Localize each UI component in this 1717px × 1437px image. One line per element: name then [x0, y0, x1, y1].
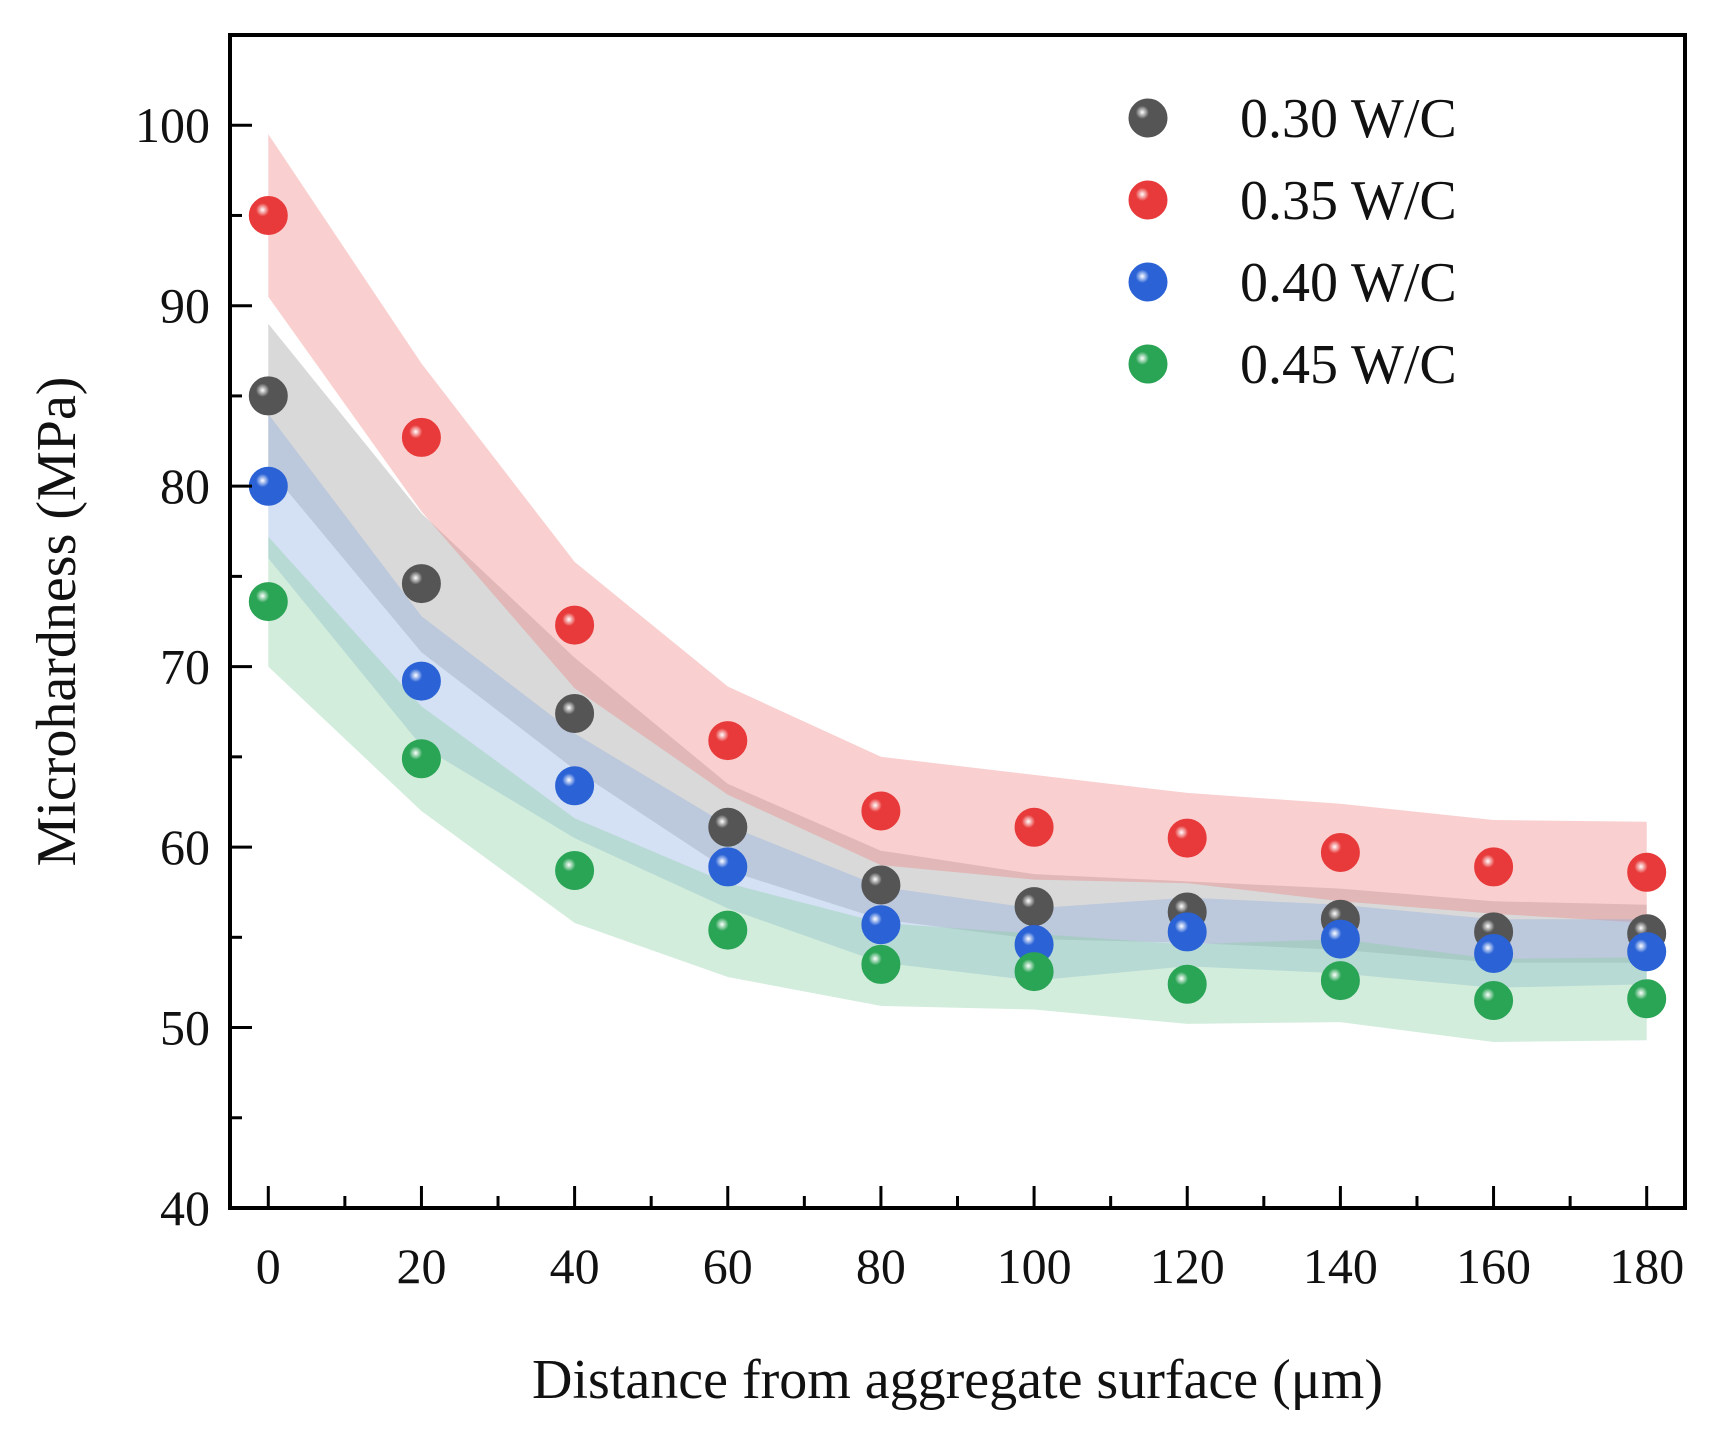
point-040-x40 [555, 766, 595, 806]
band-035 [268, 134, 1647, 923]
axis-ticks: 0 20 40 60 80 100 120 140 160 180 40 50 60 70 80 90 100 [135, 33, 1684, 1294]
y-tick-label: 50 [160, 1000, 210, 1056]
point-040-x80 [861, 905, 901, 945]
point-030-x20 [401, 564, 441, 604]
x-tick-label: 140 [1303, 1238, 1378, 1294]
legend-marker [1128, 262, 1168, 302]
x-tick-label: 80 [856, 1238, 906, 1294]
point-035-x40 [555, 605, 595, 645]
point-035-x180 [1627, 852, 1667, 892]
point-030-x0 [248, 376, 288, 416]
point-035-x20 [401, 417, 441, 457]
point-045-x60 [708, 910, 748, 950]
point-035-x140 [1320, 833, 1360, 872]
y-tick-label: 70 [160, 639, 210, 695]
x-tick-label: 20 [396, 1238, 446, 1294]
band-040 [268, 414, 1647, 988]
x-tick-label: 0 [256, 1238, 281, 1294]
y-tick-label: 80 [160, 458, 210, 514]
point-040-x160 [1474, 934, 1514, 973]
point-045-x140 [1320, 961, 1360, 1001]
legend-label: 0.35 W/C [1240, 170, 1457, 232]
y-tick-label: 60 [160, 819, 210, 875]
point-035-x0 [248, 196, 288, 235]
y-tick-label: 100 [135, 97, 210, 153]
y-tick-label: 90 [160, 278, 210, 334]
point-040-x180 [1627, 932, 1667, 972]
point-045-x0 [248, 582, 288, 622]
point-045-x40 [555, 851, 595, 890]
point-035-x120 [1167, 818, 1207, 858]
data-points [248, 196, 1667, 1020]
point-035-x80 [861, 791, 901, 831]
point-035-x100 [1014, 807, 1054, 847]
y-tick-label: 40 [160, 1180, 210, 1236]
point-040-x0 [248, 466, 288, 506]
legend-marker [1128, 180, 1168, 220]
band-045 [268, 536, 1647, 1042]
point-035-x160 [1474, 847, 1514, 887]
point-030-x40 [555, 694, 595, 733]
point-045-x20 [401, 739, 441, 779]
x-tick-label: 100 [997, 1238, 1072, 1294]
legend: 0.30 W/C 0.35 W/C 0.40 W/C 0.45 W/C [1128, 88, 1457, 396]
legend-label: 0.30 W/C [1240, 88, 1457, 150]
confidence-bands [268, 134, 1647, 1042]
point-045-x160 [1474, 981, 1514, 1020]
legend-label: 0.45 W/C [1240, 334, 1457, 396]
point-040-x20 [401, 661, 441, 701]
legend-marker [1128, 98, 1168, 138]
point-030-x100 [1014, 887, 1054, 927]
legend-marker [1128, 344, 1168, 384]
y-axis-title: Microhardness (MPa) [26, 377, 88, 867]
legend-label: 0.40 W/C [1240, 252, 1457, 314]
point-035-x60 [708, 721, 748, 761]
band-030 [268, 323, 1647, 963]
point-030-x60 [708, 807, 748, 847]
point-045-x100 [1014, 952, 1054, 992]
point-040-x120 [1167, 912, 1207, 952]
point-045-x180 [1627, 979, 1667, 1019]
x-tick-label: 160 [1456, 1238, 1531, 1294]
point-040-x140 [1320, 919, 1360, 959]
point-045-x120 [1167, 964, 1207, 1004]
point-045-x80 [861, 944, 901, 984]
x-tick-label: 40 [550, 1238, 600, 1294]
x-tick-label: 60 [703, 1238, 753, 1294]
x-tick-label: 180 [1609, 1238, 1684, 1294]
point-040-x60 [708, 847, 748, 887]
x-axis-title: Distance from aggregate surface (μm) [532, 1349, 1383, 1411]
x-tick-label: 120 [1150, 1238, 1225, 1294]
point-030-x80 [861, 865, 901, 905]
